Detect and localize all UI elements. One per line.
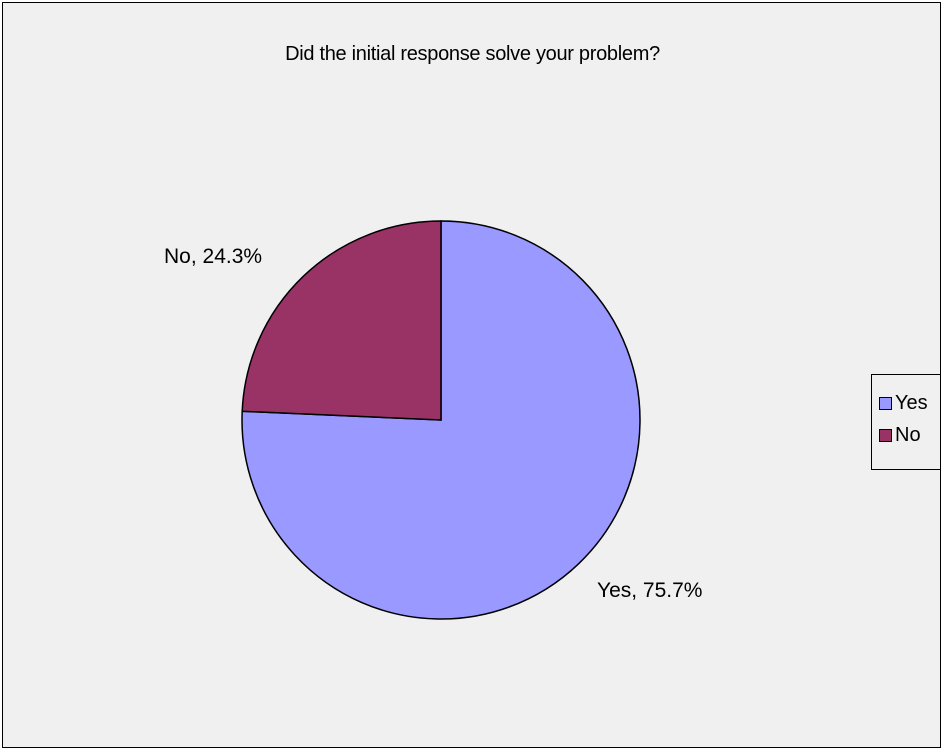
legend-label-no: No (895, 423, 921, 446)
legend-swatch-yes (879, 396, 892, 410)
pie-chart (241, 220, 641, 620)
legend-swatch-no (879, 428, 892, 442)
legend-item-no: No (872, 419, 940, 451)
legend-item-yes: Yes (872, 387, 940, 419)
chart-title: Did the initial response solve your prob… (285, 43, 660, 65)
legend: Yes No (871, 374, 941, 470)
legend-label-yes: Yes (895, 391, 928, 414)
pie-slice-yes (241, 220, 641, 620)
data-label-yes: Yes, 75.7% (597, 579, 703, 602)
data-label-no: No, 24.3% (164, 245, 263, 268)
pie-slice-no (241, 220, 442, 421)
